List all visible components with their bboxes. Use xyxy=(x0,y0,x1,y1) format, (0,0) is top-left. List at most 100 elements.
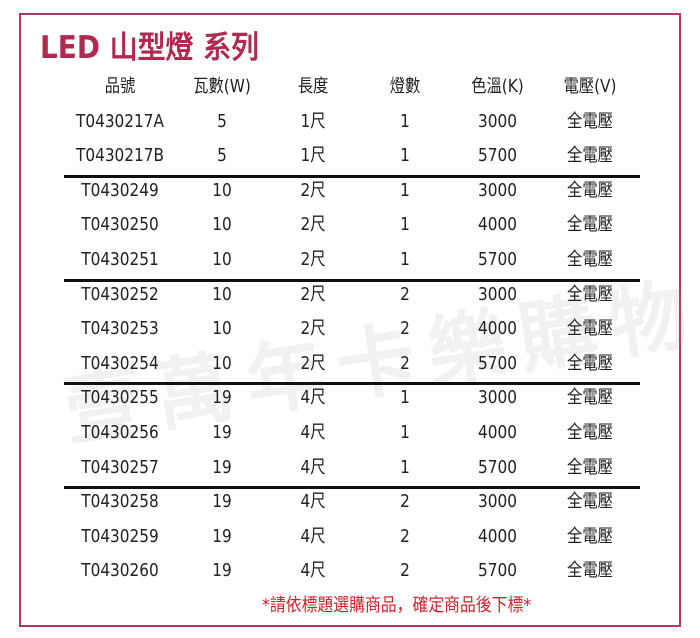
table-cell: T0430255 xyxy=(81,387,159,409)
header-cell: 品號 xyxy=(104,76,136,97)
header-cell: 電壓(V) xyxy=(563,76,617,97)
table-cell: 4尺 xyxy=(300,422,326,443)
table-cell: 2 xyxy=(400,560,410,582)
group-divider xyxy=(64,174,640,178)
table-cell: 2 xyxy=(400,318,410,340)
table-cell: 3000 xyxy=(478,491,517,513)
page-title: LED 山型燈 系列 xyxy=(40,30,259,66)
table-row: T0430259 19 4尺 2 4000 全電壓 xyxy=(0,520,700,554)
table-cell: 5700 xyxy=(478,456,517,478)
table-row: T0430217B 5 1尺 1 5700 全電壓 xyxy=(0,139,700,173)
table-cell: 全電壓 xyxy=(567,249,613,270)
table-cell: T0430257 xyxy=(81,456,159,478)
table-cell: 全電壓 xyxy=(567,387,613,409)
table-cell: 4000 xyxy=(478,525,517,547)
table-cell: 19 xyxy=(212,387,232,409)
table-cell: 5 xyxy=(217,145,227,167)
table-row: T0430260 19 4尺 2 5700 全電壓 xyxy=(0,554,700,588)
table-cell: 10 xyxy=(212,283,232,305)
table-cell: 10 xyxy=(212,249,232,270)
table-cell: 4尺 xyxy=(300,387,326,409)
table-cell: 全電壓 xyxy=(567,145,613,167)
table-row: T0430250 10 2尺 1 4000 全電壓 xyxy=(0,208,700,242)
purchase-note: *請依標題選購商品，確定商品後下標* xyxy=(262,595,532,616)
table-cell: 4000 xyxy=(478,422,517,443)
table-cell: 1 xyxy=(400,179,410,201)
frame-border xyxy=(19,13,681,627)
table-cell: 2 xyxy=(400,525,410,547)
table-cell: 全電壓 xyxy=(567,352,613,374)
table-cell: 19 xyxy=(212,422,232,443)
table-cell: 1尺 xyxy=(300,145,326,167)
table-cell: 3000 xyxy=(478,110,517,132)
table-cell: 1 xyxy=(400,387,410,409)
table-cell: 4000 xyxy=(478,318,517,340)
table-cell: 2尺 xyxy=(300,214,326,236)
table-cell: T0430258 xyxy=(81,491,159,513)
table-cell: 全電壓 xyxy=(567,560,613,582)
group-divider xyxy=(64,486,640,490)
table-row: T0430256 19 4尺 1 4000 全電壓 xyxy=(0,416,700,450)
table-cell: T0430256 xyxy=(81,422,159,443)
header-cell: 長度 xyxy=(297,76,329,97)
table-cell: 2 xyxy=(400,283,410,305)
table-cell: 10 xyxy=(212,214,232,236)
table-cell: 1 xyxy=(400,456,410,478)
table-cell: 全電壓 xyxy=(567,456,613,478)
table-cell: 全電壓 xyxy=(567,422,613,443)
table-cell: 2 xyxy=(400,352,410,374)
table-cell: 2尺 xyxy=(300,179,326,201)
table-cell: 5700 xyxy=(478,145,517,167)
table-cell: T0430253 xyxy=(81,318,159,340)
table-cell: 2尺 xyxy=(300,318,326,340)
table-cell: T0430251 xyxy=(81,249,159,270)
table-cell: 全電壓 xyxy=(567,525,613,547)
table-cell: 1 xyxy=(400,110,410,132)
table-cell: 全電壓 xyxy=(567,283,613,305)
table-cell: 4尺 xyxy=(300,491,326,513)
table-row: T0430257 19 4尺 1 5700 全電壓 xyxy=(0,451,700,485)
header-cell: 燈數 xyxy=(389,76,421,97)
table-row: T0430252 10 2尺 2 3000 全電壓 xyxy=(0,278,700,312)
table-cell: 10 xyxy=(212,352,232,374)
table-cell: 全電壓 xyxy=(567,110,613,132)
table-cell: 19 xyxy=(212,456,232,478)
table-row: T0430253 10 2尺 2 4000 全電壓 xyxy=(0,312,700,346)
table-cell: 1尺 xyxy=(300,110,326,132)
table-row: T0430217A 5 1尺 1 3000 全電壓 xyxy=(0,105,700,139)
table-cell: 5 xyxy=(217,110,227,132)
table-row: T0430255 19 4尺 1 3000 全電壓 xyxy=(0,381,700,415)
table-cell: 全電壓 xyxy=(567,214,613,236)
table-header: 品號 瓦數(W) 長度 燈數 色溫(K) 電壓(V) xyxy=(0,70,700,104)
table-cell: 3000 xyxy=(478,387,517,409)
header-cell: 色溫(K) xyxy=(471,76,524,97)
table-cell: 5700 xyxy=(478,352,517,374)
table-cell: 19 xyxy=(212,525,232,547)
table-cell: 1 xyxy=(400,145,410,167)
table-cell: 5700 xyxy=(478,249,517,270)
table-cell: 3000 xyxy=(478,283,517,305)
table-cell: 4000 xyxy=(478,214,517,236)
table-row: T0430254 10 2尺 2 5700 全電壓 xyxy=(0,347,700,381)
table-cell: 10 xyxy=(212,179,232,201)
table-cell: 4尺 xyxy=(300,525,326,547)
table-cell: 2尺 xyxy=(300,352,326,374)
table-cell: T0430249 xyxy=(81,179,159,201)
table-cell: 2 xyxy=(400,491,410,513)
table-cell: T0430260 xyxy=(81,560,159,582)
table-row: T0430258 19 4尺 2 3000 全電壓 xyxy=(0,485,700,519)
table-cell: 1 xyxy=(400,422,410,443)
table-cell: 19 xyxy=(212,491,232,513)
table-cell: 1 xyxy=(400,249,410,270)
group-divider xyxy=(64,278,640,282)
group-divider xyxy=(64,382,640,386)
table-cell: T0430217B xyxy=(75,145,164,167)
table-cell: 4尺 xyxy=(300,560,326,582)
table-cell: T0430254 xyxy=(81,352,159,374)
table-cell: 4尺 xyxy=(300,456,326,478)
table-cell: 全電壓 xyxy=(567,179,613,201)
table-cell: 19 xyxy=(212,560,232,582)
table-cell: 3000 xyxy=(478,179,517,201)
table-row: T0430251 10 2尺 1 5700 全電壓 xyxy=(0,243,700,277)
table-cell: T0430252 xyxy=(81,283,159,305)
